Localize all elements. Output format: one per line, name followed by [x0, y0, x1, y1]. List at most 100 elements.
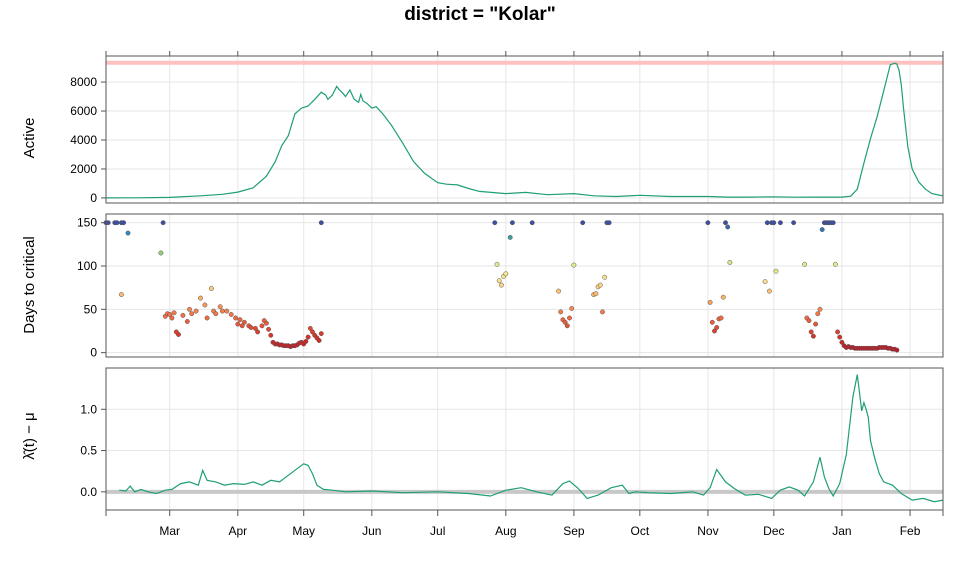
data-point — [176, 332, 181, 337]
data-point — [255, 329, 261, 335]
data-point — [498, 282, 504, 288]
data-point — [189, 311, 195, 317]
data-point — [171, 310, 177, 316]
y-tick-label: 50 — [84, 302, 98, 316]
data-point — [791, 220, 797, 226]
data-point — [815, 311, 821, 317]
panel-frame — [105, 213, 944, 358]
data-point — [773, 268, 779, 274]
data-point — [180, 312, 186, 318]
data-point — [600, 309, 605, 315]
data-point — [764, 220, 770, 226]
y-tick-label: 150 — [77, 216, 97, 230]
x-tick-label: Aug — [495, 524, 516, 538]
y-tick-label: 0.5 — [80, 444, 97, 458]
y-tick-label: 1.0 — [80, 402, 97, 416]
y-tick-label: 8000 — [70, 75, 97, 89]
data-point — [771, 220, 777, 226]
y-axis-label: λ̂(t) − μ — [21, 412, 38, 459]
data-point — [114, 220, 120, 226]
y-tick-label: 2000 — [70, 162, 97, 176]
data-point — [105, 220, 111, 226]
data-point — [705, 220, 711, 226]
panel-frame — [105, 55, 944, 204]
data-point — [558, 309, 564, 315]
panel-1: 0 50 100 150 Days to critical — [21, 213, 944, 360]
data-point — [268, 332, 274, 338]
data-point — [204, 315, 210, 321]
x-tick-label: Jan — [832, 524, 851, 538]
x-tick-label: Nov — [697, 524, 718, 538]
data-point — [580, 220, 586, 226]
data-point — [762, 279, 768, 285]
data-point — [184, 319, 190, 324]
data-point — [813, 321, 819, 327]
x-tick-label: Mar — [159, 524, 180, 538]
x-tick-label: Dec — [763, 524, 784, 538]
data-point — [830, 220, 836, 226]
x-tick-label: Jul — [430, 524, 445, 538]
data-point — [259, 323, 265, 329]
data-point — [187, 306, 192, 312]
data-point — [217, 304, 223, 310]
panel-frame — [105, 367, 944, 511]
data-point — [219, 308, 225, 314]
data-point — [720, 294, 726, 300]
data-point — [564, 323, 570, 329]
data-point — [602, 274, 608, 280]
data-point — [121, 220, 127, 226]
data-point — [169, 315, 175, 321]
chart-title: district = "Kolar" — [404, 4, 556, 25]
data-point — [529, 220, 535, 226]
data-point — [718, 315, 724, 321]
data-point — [158, 250, 164, 256]
data-point — [894, 347, 900, 353]
data-point — [310, 329, 315, 335]
data-point — [266, 326, 272, 332]
data-point — [305, 334, 311, 340]
y-axis-label: Active — [21, 118, 38, 159]
y-axis-label: Days to critical — [21, 236, 38, 334]
x-tick-label: May — [292, 524, 315, 538]
panel-2: 0.0 0.5 1.0 λ̂(t) − μ Mar Apr May Jun Jul Aug Sep O… — [21, 367, 944, 538]
data-point — [727, 260, 733, 265]
series-line — [105, 62, 944, 199]
data-point — [125, 230, 131, 236]
data-point — [802, 261, 808, 267]
data-point — [248, 325, 254, 330]
data-point — [241, 319, 247, 325]
data-point — [835, 329, 841, 335]
data-point — [707, 299, 713, 305]
data-point — [723, 220, 728, 226]
data-point — [492, 220, 498, 226]
data-point — [208, 286, 214, 291]
data-point — [597, 282, 603, 288]
data-point — [808, 329, 814, 335]
data-point — [819, 227, 825, 233]
data-point — [318, 331, 324, 337]
x-tick-label: Sep — [563, 524, 585, 538]
data-point — [239, 323, 245, 329]
data-point — [237, 317, 243, 323]
panel-0: 0 2000 4000 6000 8000 Active — [21, 51, 944, 205]
data-point — [307, 325, 313, 331]
data-point — [832, 261, 838, 267]
y-tick-label: 0 — [90, 346, 97, 360]
data-point — [198, 295, 203, 301]
data-point — [235, 321, 241, 327]
series-line — [119, 374, 944, 503]
data-point — [712, 328, 717, 334]
data-point — [714, 325, 720, 330]
data-point — [766, 288, 772, 294]
data-point — [263, 320, 269, 326]
data-point — [567, 315, 572, 321]
data-point — [503, 271, 509, 277]
data-point — [593, 291, 599, 297]
data-point — [213, 311, 219, 317]
data-point — [817, 306, 823, 312]
x-tick-label: Jun — [362, 524, 381, 538]
data-point — [839, 339, 845, 345]
data-point — [725, 224, 731, 230]
data-point — [571, 262, 577, 268]
